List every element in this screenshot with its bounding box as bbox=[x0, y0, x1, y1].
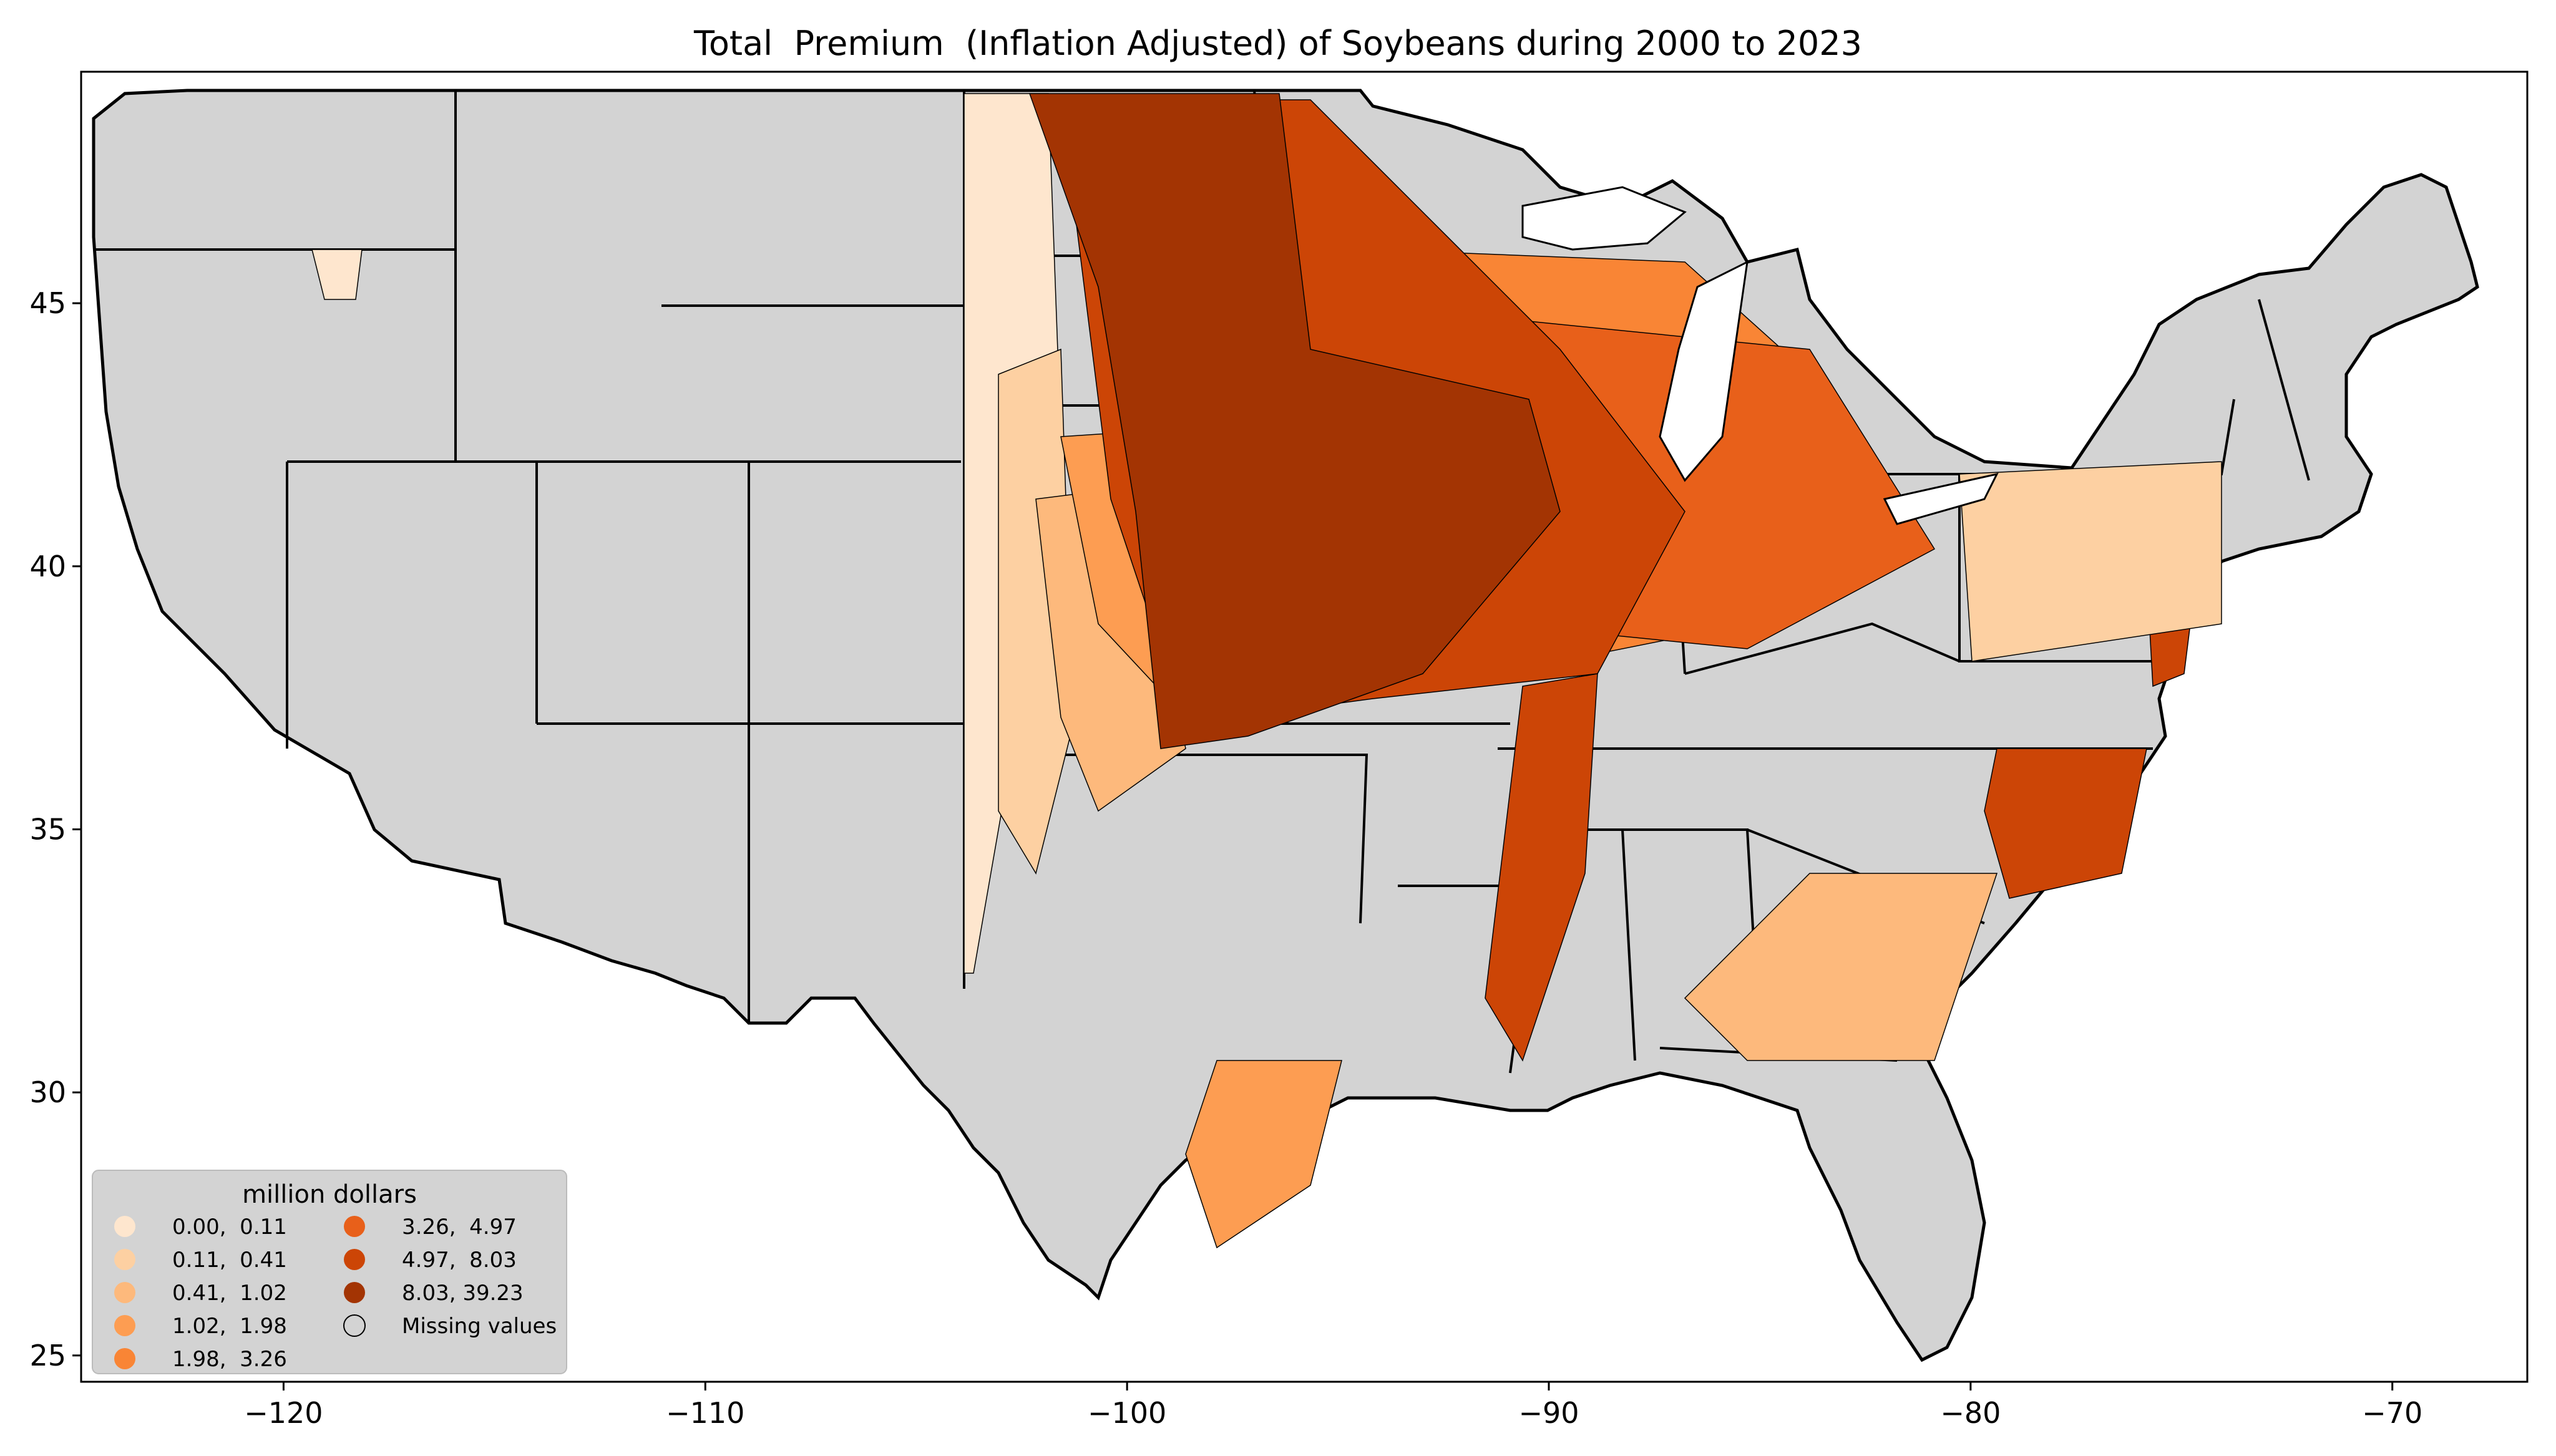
y-tick-label: 25 bbox=[29, 1339, 66, 1372]
y-tick-label: 35 bbox=[29, 812, 66, 846]
x-tick-label: −120 bbox=[244, 1396, 323, 1430]
legend-swatch bbox=[114, 1348, 135, 1369]
legend-label: 3.26, 4.97 bbox=[402, 1215, 517, 1240]
y-tick-label: 45 bbox=[29, 286, 66, 320]
x-tick-label: −90 bbox=[1518, 1396, 1579, 1430]
region-mississippi bbox=[1485, 673, 1598, 1062]
legend-swatch bbox=[114, 1249, 135, 1270]
legend: million dollars 0.00, 0.11 0.11, 0.41 0.41… bbox=[92, 1170, 567, 1374]
legend-label: 1.98, 3.26 bbox=[172, 1347, 287, 1372]
lake-superior bbox=[1521, 186, 1687, 251]
legend-items: 0.00, 0.11 0.11, 0.41 0.41, 1.02 1.02, 1.98… bbox=[114, 1215, 557, 1372]
legend-swatch bbox=[343, 1314, 366, 1337]
legend-swatch bbox=[344, 1282, 365, 1303]
legend-box bbox=[92, 1170, 567, 1374]
legend-swatch bbox=[114, 1282, 135, 1303]
map-layer bbox=[92, 89, 2479, 1362]
legend-label: 8.03, 39.23 bbox=[402, 1281, 524, 1306]
x-tick-label: −80 bbox=[1940, 1396, 2001, 1430]
legend-label: 4.97, 8.03 bbox=[402, 1248, 517, 1273]
y-axis: 45 40 35 30 25 bbox=[29, 286, 81, 1372]
region-bin-8 bbox=[1028, 93, 1561, 749]
region-bin-2 bbox=[998, 348, 1074, 875]
legend-label: 0.00, 0.11 bbox=[172, 1215, 287, 1240]
legend-label: 1.02, 1.98 bbox=[172, 1314, 287, 1339]
x-tick-label: −100 bbox=[1088, 1396, 1166, 1430]
region-southeast bbox=[1684, 873, 1998, 1061]
plot-frame bbox=[80, 70, 2529, 1383]
great-lakes bbox=[1521, 186, 1999, 525]
region-carolina bbox=[1984, 748, 2147, 899]
x-axis: −120 −110 −100 −90 −80 −70 bbox=[244, 1382, 2422, 1430]
map-title: Total Premium (Inflation Adjusted) of So… bbox=[694, 24, 1862, 63]
x-tick-label: −70 bbox=[2362, 1396, 2422, 1430]
legend-swatch bbox=[114, 1315, 135, 1336]
region-northwest-spot bbox=[311, 249, 363, 300]
premium-regions bbox=[311, 93, 2222, 1249]
legend-swatch bbox=[344, 1216, 365, 1237]
legend-swatch bbox=[114, 1216, 135, 1237]
lake-erie bbox=[1883, 472, 1999, 525]
legend-label: 0.41, 1.02 bbox=[172, 1281, 287, 1306]
legend-label: 0.11, 0.41 bbox=[172, 1248, 287, 1273]
legend-label: Missing values bbox=[402, 1314, 557, 1339]
y-tick-label: 40 bbox=[29, 550, 66, 583]
y-tick-label: 30 bbox=[29, 1075, 66, 1109]
lake-michigan bbox=[1659, 260, 1749, 482]
region-texas-gulf bbox=[1185, 1060, 1342, 1249]
legend-title: million dollars bbox=[242, 1180, 417, 1209]
region-pennsylvania bbox=[1959, 461, 2222, 662]
x-tick-label: −110 bbox=[666, 1396, 744, 1430]
legend-swatch bbox=[344, 1249, 365, 1270]
